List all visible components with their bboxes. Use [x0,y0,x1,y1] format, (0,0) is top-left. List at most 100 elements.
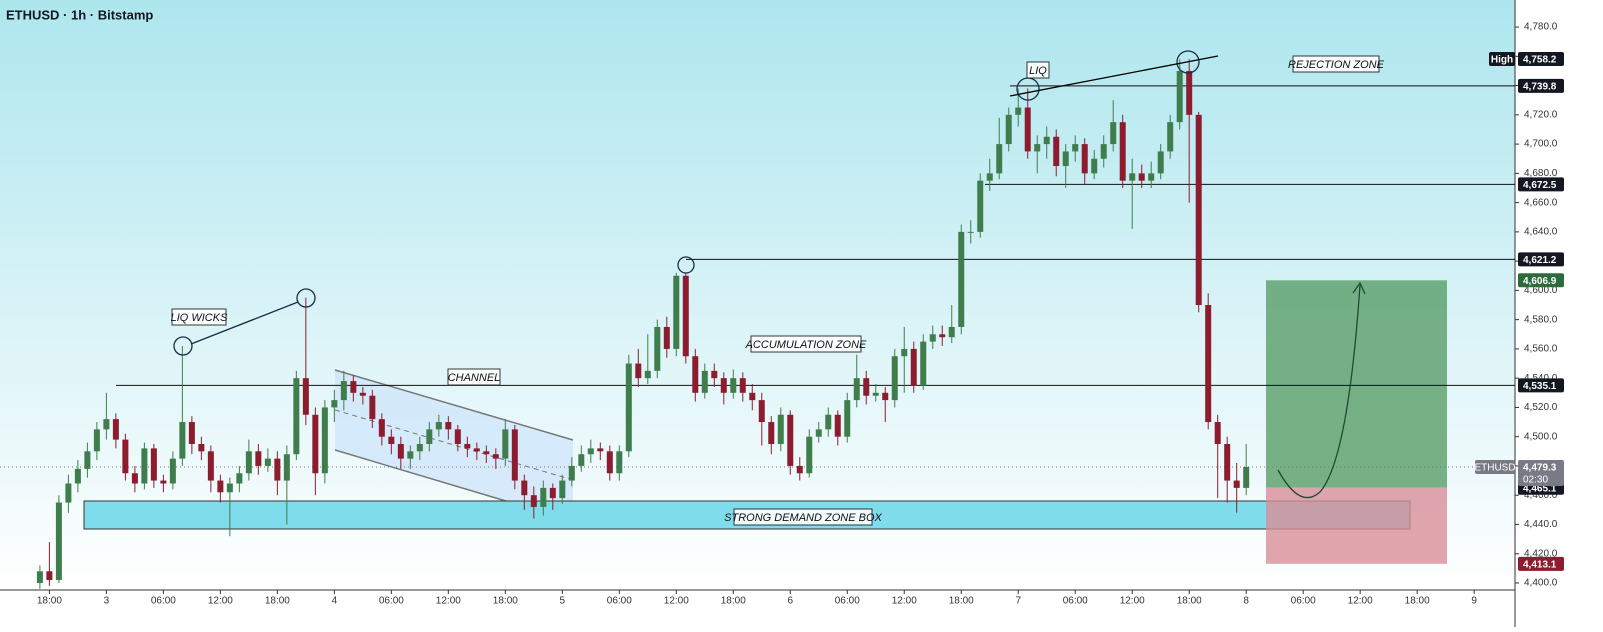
candle-body [663,326,670,349]
x-tick-label: 18:00 [949,596,974,607]
candle-body [844,400,851,437]
drawings [173,50,1366,499]
candle-body [1110,122,1117,145]
candle-body [160,480,167,484]
candle-body [321,407,328,474]
x-tick-label: 12:00 [436,596,461,607]
candle-body [1053,136,1060,167]
candle-body [758,400,765,423]
x-tick-label: 9 [1471,596,1477,607]
candle-body [169,458,176,484]
candle-body [549,487,556,499]
candle-body [473,448,480,452]
y-tick-label: 4,500.0 [1524,431,1558,442]
y-tick-label: 4,460.0 [1524,490,1558,501]
annotation-box [750,335,862,353]
countdown: 02:30 [1523,475,1548,486]
candle-body [1072,144,1079,152]
candle-body [806,436,813,474]
trend-line [1009,55,1219,97]
y-tick-label: 4,580.0 [1524,314,1558,325]
x-tick-label: 4 [332,596,338,607]
candle-body [673,275,680,349]
x-tick-label: 06:00 [151,596,176,607]
candle-body [103,419,110,430]
candle-body [502,429,509,459]
candle-body [283,454,290,481]
candle-body [1243,466,1250,488]
candle-body [521,480,528,496]
y-tick-label: 4,780.0 [1524,22,1558,33]
candle-body [986,173,993,181]
position-label: 4,465.1 [1523,483,1557,494]
y-tick-label: 4,700.0 [1524,139,1558,150]
candle-body [397,443,404,459]
candle-body [1138,173,1145,181]
level-label: 4,621.2 [1523,255,1557,266]
x-tick-label: 18:00 [721,596,746,607]
x-tick-label: 06:00 [1063,596,1088,607]
candle-body [407,451,414,459]
candle-body [910,348,917,386]
candle-body [302,378,309,415]
annotation-box [1292,55,1380,73]
candle-body [1205,305,1212,423]
position-layer [0,85,1515,564]
annotations: LIQ WICKS CHANNEL ACCUMULATION ZONE LIQ REJE… [171,55,1385,526]
level-label-box [1518,378,1564,393]
candle-body [112,419,119,440]
x-tick-label: 18:00 [1177,596,1202,607]
candle-body [578,454,585,466]
candle-body [464,443,471,449]
x-tick-label: 6 [787,596,793,607]
level-label: 4,672.5 [1523,180,1557,191]
annotation: STRONG DEMAND ZONE BOX [724,512,882,524]
level-label-box [1518,78,1564,93]
candle-body [901,348,908,357]
candle-body [293,378,300,455]
candle-body [255,451,262,466]
y-tick-label: 4,600.0 [1524,285,1558,296]
y-tick-label: 4,400.0 [1524,578,1558,589]
candle-body [340,381,347,401]
candle-body [1167,122,1174,152]
candle-body [730,378,737,393]
level-label: 4,535.1 [1523,381,1557,392]
x-tick-label: 5 [560,596,566,607]
candle-body [996,144,1003,174]
candle-body [654,326,661,371]
candle-body [331,400,338,408]
candle-body [958,231,965,327]
candle-body [701,370,708,393]
candle-body [388,436,395,444]
candle-body [226,483,233,493]
annotation: ACCUMULATION ZONE [745,339,867,351]
x-tick-label: 7 [1015,596,1021,607]
symbol-tag-box [1475,459,1515,474]
x-tick-label: 06:00 [835,596,860,607]
level-label-box [1518,252,1564,267]
symbol-tag: ETHUSD [1474,463,1515,474]
x-tick-label: 12:00 [664,596,689,607]
annotation: REJECTION ZONE [1288,59,1385,71]
candle-body [1214,422,1221,444]
candle-body [682,275,689,357]
candle-body [1005,114,1012,145]
x-tick-label: 06:00 [1291,596,1316,607]
x-tick-label: 18:00 [493,596,518,607]
x-tick-label: 18:00 [265,596,290,607]
candle-body [1015,107,1022,115]
candle-body [236,473,243,484]
liq-circle [296,288,316,308]
candle-body [635,363,642,379]
candle-body [597,448,604,452]
annotation-box [733,508,873,526]
high-label-box [1518,51,1564,66]
candle-body [749,392,756,401]
candle-body [1224,443,1231,481]
candle-body [188,422,195,444]
liq-circle [1176,50,1200,74]
annotation-box [171,308,227,326]
